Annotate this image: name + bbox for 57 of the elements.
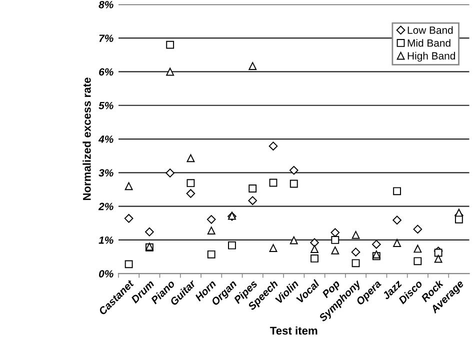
y-tick-label: 8% — [98, 0, 114, 8]
y-tick-label: 2% — [98, 202, 114, 210]
x-axis-title: Test item — [270, 326, 318, 335]
point — [248, 62, 257, 70]
point — [289, 166, 298, 175]
y-tick-label: 3% — [98, 169, 114, 177]
point — [268, 142, 278, 150]
point — [414, 244, 422, 253]
y-tick-label: 4% — [98, 136, 114, 143]
point — [454, 208, 463, 217]
point — [290, 236, 298, 244]
point — [434, 248, 442, 257]
point — [330, 228, 340, 237]
point — [207, 250, 216, 258]
point — [166, 168, 174, 178]
point — [393, 187, 401, 196]
point — [166, 40, 174, 49]
point — [269, 178, 278, 187]
point — [414, 257, 422, 266]
y-tick-label: 1% — [98, 236, 114, 244]
point — [248, 196, 258, 206]
point — [290, 180, 298, 188]
y-axis-title: Normalized excess rate — [82, 78, 91, 200]
point — [206, 215, 216, 224]
point — [124, 260, 133, 268]
point — [248, 184, 257, 192]
y-tick-label: 5% — [98, 102, 114, 110]
y-tick-label: 7% — [99, 34, 114, 42]
point — [413, 224, 422, 234]
point — [392, 216, 402, 225]
point — [310, 238, 319, 248]
point — [454, 215, 463, 224]
point — [310, 245, 318, 253]
point — [145, 227, 154, 236]
point — [207, 226, 216, 234]
legend-label: Low Band — [408, 26, 453, 34]
point — [434, 254, 442, 263]
point — [310, 254, 318, 262]
point — [186, 179, 195, 188]
point — [186, 154, 195, 162]
point — [331, 246, 340, 254]
legend-label: Mid Band — [408, 39, 450, 47]
point — [124, 214, 134, 223]
point — [166, 68, 174, 76]
point — [352, 259, 360, 268]
y-tick-label: 0% — [99, 270, 114, 278]
point — [228, 241, 236, 250]
legend-label: High Band — [408, 52, 455, 62]
point — [393, 239, 401, 247]
point — [351, 248, 360, 256]
point — [372, 240, 381, 249]
point — [124, 182, 133, 190]
y-tick-label: 6% — [99, 68, 114, 76]
point — [186, 189, 196, 198]
point — [352, 230, 360, 239]
point — [269, 244, 278, 252]
point — [331, 236, 340, 244]
